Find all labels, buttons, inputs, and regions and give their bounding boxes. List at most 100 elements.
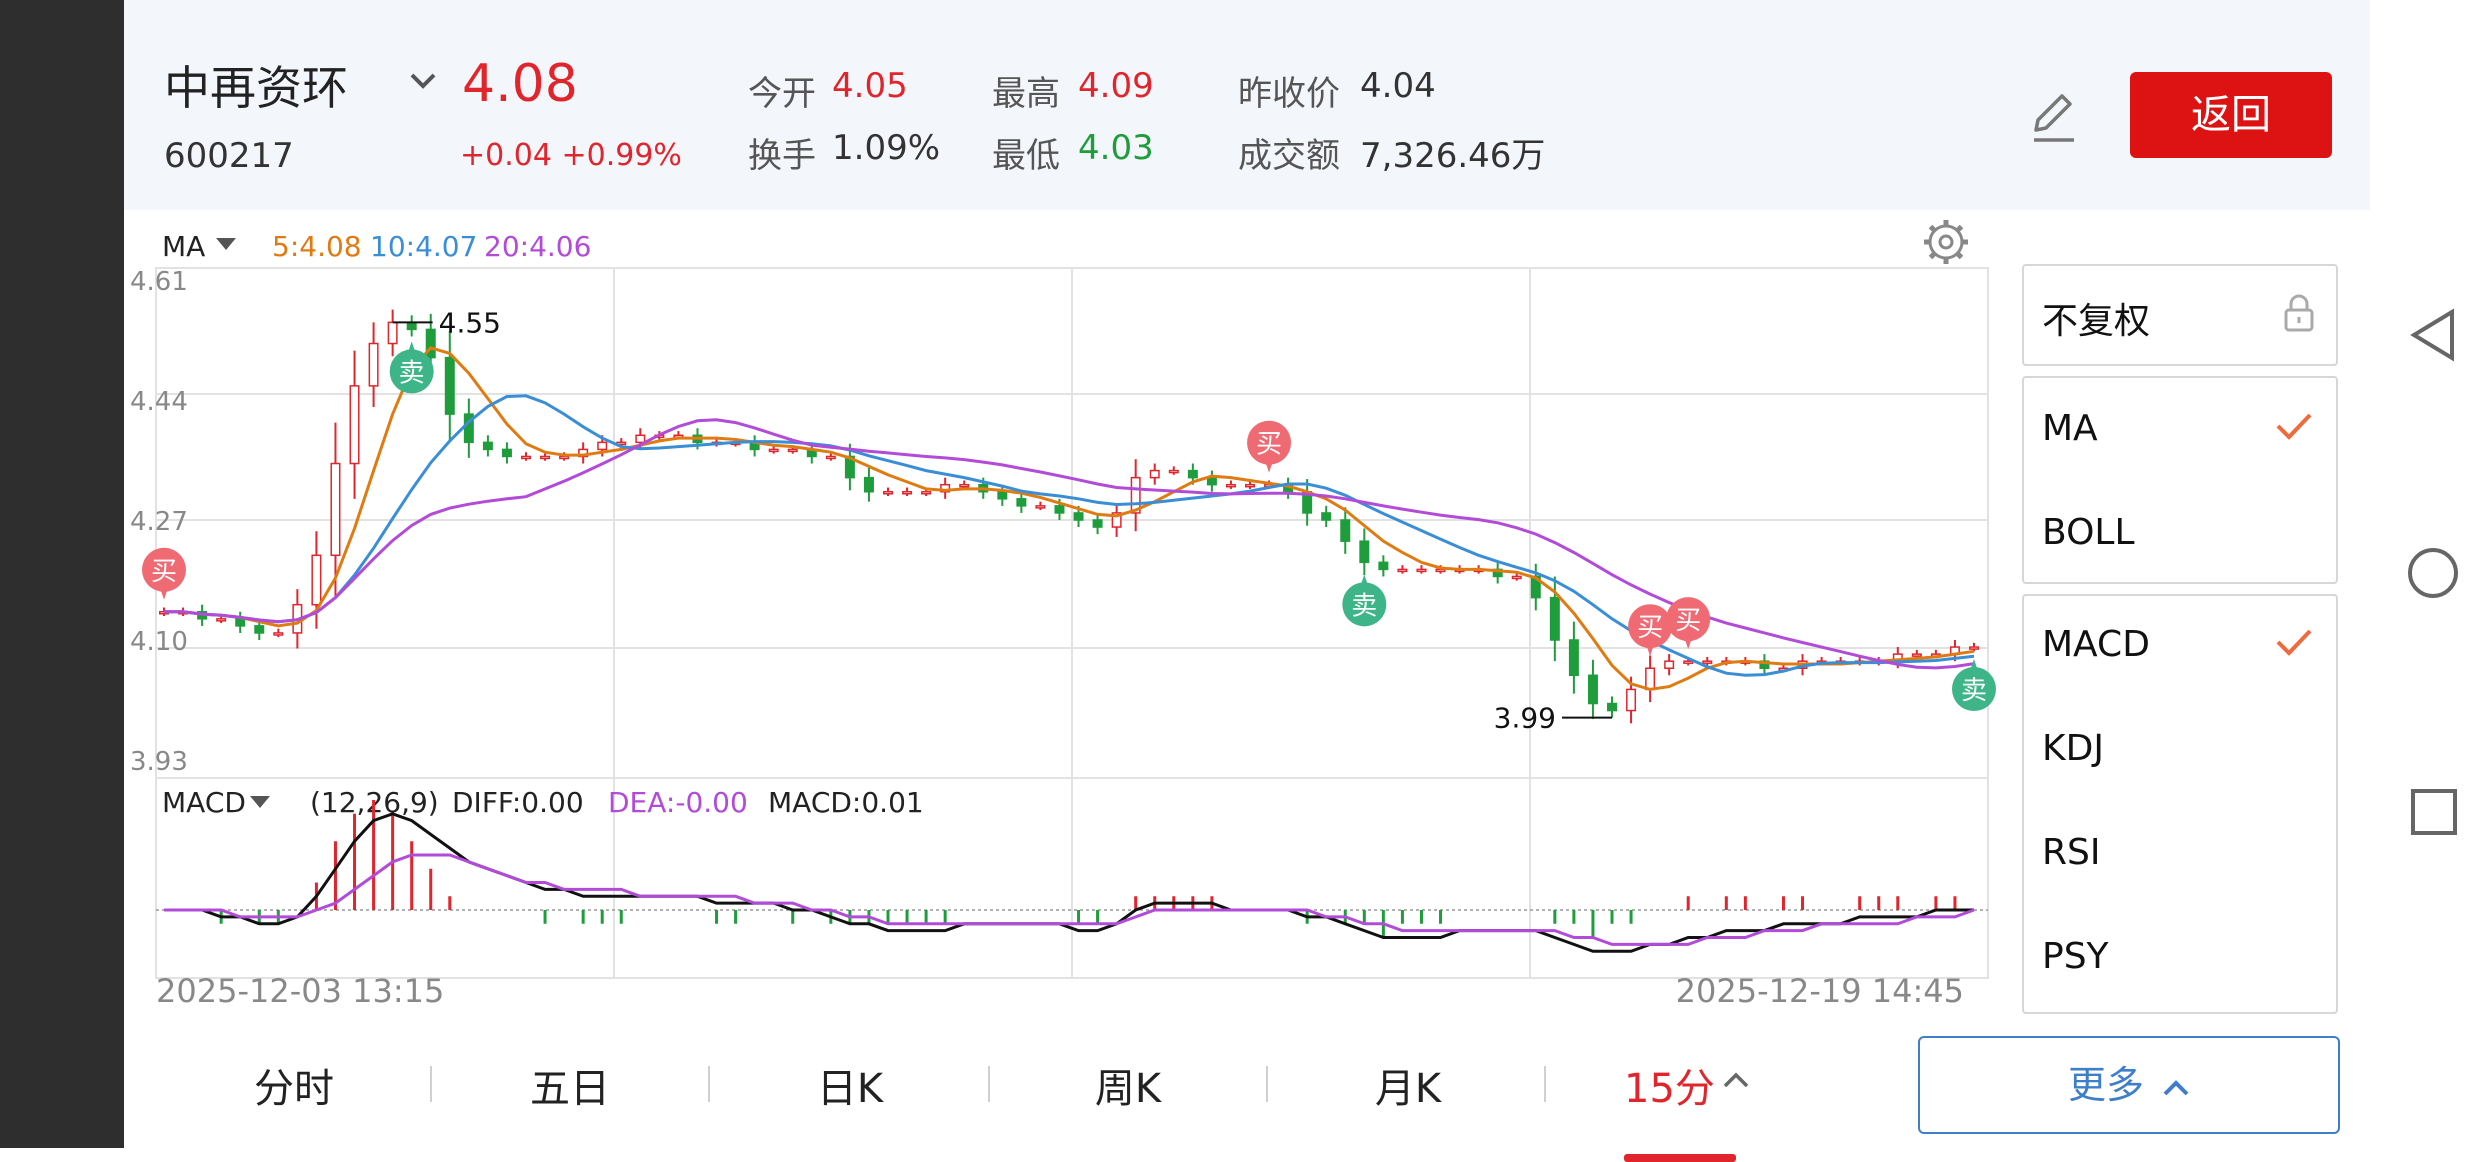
indicator-kdj[interactable]: KDJ (2042, 728, 2104, 769)
stock-name[interactable]: 中再资环 (164, 61, 348, 115)
marker-badge (1666, 597, 1711, 642)
candle-body (1073, 512, 1084, 521)
candle-body (1035, 505, 1046, 509)
indicator-macd[interactable]: MACD (2042, 624, 2150, 665)
candle-body (254, 625, 265, 634)
chart-grid (155, 267, 1989, 979)
ma10-line (164, 394, 1975, 677)
candle-body (425, 328, 436, 359)
candle-body (1111, 512, 1122, 528)
candle-body (235, 618, 246, 627)
marker-label: 买 (1675, 606, 1701, 636)
candle-body (349, 385, 360, 465)
candle-body (1225, 483, 1236, 488)
tab-divider (1544, 1066, 1546, 1102)
tab-monthly-k[interactable]: 月K (1374, 1066, 1442, 1112)
y-tick-label: 4.10 (130, 627, 188, 657)
fq-option[interactable]: 不复权 (2042, 301, 2151, 342)
buy-marker: 买 (142, 547, 186, 600)
candle-body (1321, 512, 1332, 521)
edit-icon[interactable] (2024, 86, 2084, 146)
candle-body (1511, 575, 1522, 580)
more-button[interactable]: 更多 (1918, 1036, 2340, 1134)
open-label: 今开 (748, 74, 816, 114)
back-triangle-icon[interactable] (2408, 308, 2458, 362)
y-tick-label: 4.27 (130, 507, 188, 537)
y-tick-label: 4.44 (130, 387, 188, 417)
prev-close-label: 昨收价 (1238, 74, 1340, 114)
marker-badge (389, 349, 434, 394)
high-annotation-label: 4.55 (439, 306, 501, 339)
candle-body (1416, 568, 1427, 573)
tab-five-day[interactable]: 五日 (530, 1066, 610, 1112)
macd-lines (164, 812, 1975, 953)
candle-body (1626, 688, 1637, 712)
candle-body (1149, 469, 1160, 479)
recents-square-icon[interactable] (2410, 788, 2458, 836)
candle-body (997, 491, 1008, 500)
candle-body (1130, 476, 1141, 514)
chevron-down-icon[interactable] (408, 70, 438, 92)
amount-label: 成交额 (1238, 136, 1340, 176)
price-change: +0.04 +0.99% (460, 138, 682, 173)
candle-body (1587, 674, 1598, 705)
y-axis-ticks: 4.61 4.44 4.27 4.10 3.93 (130, 267, 188, 777)
stock-code: 600217 (164, 136, 294, 176)
open-value: 4.05 (832, 66, 908, 106)
tab-weekly-k[interactable]: 周K (1094, 1066, 1162, 1112)
kline-chart[interactable]: MA 5:4.08 10:4.07 20:4.06 4.614.444.274.… (124, 210, 2004, 1010)
tab-intraday[interactable]: 分时 (254, 1066, 334, 1112)
candle-body (1092, 519, 1103, 528)
candle-body (883, 491, 893, 495)
main-indicator-panel: MA BOLL (2022, 376, 2338, 584)
indicator-boll[interactable]: BOLL (2042, 512, 2135, 553)
candle-body (768, 448, 779, 453)
candle-body (216, 618, 227, 622)
indicator-rsi[interactable]: RSI (2042, 832, 2101, 873)
prev-close-value: 4.04 (1360, 66, 1436, 106)
ma20-line (164, 418, 1975, 670)
candle-body (273, 632, 284, 636)
x-end-label: 2025-12-19 14:45 (1676, 972, 1964, 1010)
candle-body (635, 434, 646, 444)
candle-body (559, 455, 570, 460)
dea-label: DEA:-0.00 (608, 786, 748, 819)
indicator-psy[interactable]: PSY (2042, 936, 2109, 977)
home-circle-icon[interactable] (2406, 546, 2460, 600)
candle-body (368, 342, 379, 387)
current-price: 4.08 (462, 54, 578, 114)
quote-header: 中再资环 600217 4.08 +0.04 +0.99% 今开 4.05 换手… (124, 0, 2370, 210)
high-label: 最高 (992, 74, 1060, 114)
marker-label: 卖 (1351, 591, 1377, 621)
candle-body (540, 455, 551, 460)
candle-body (1359, 540, 1370, 564)
indicator-ma[interactable]: MA (2042, 408, 2098, 449)
return-button[interactable]: 返回 (2130, 72, 2332, 158)
settings-gear-icon[interactable] (1924, 220, 1968, 264)
diff-line (164, 812, 1974, 953)
buy-marker: 买 (1247, 420, 1292, 473)
high-value: 4.09 (1078, 66, 1154, 106)
macd-caret-down-icon[interactable] (250, 796, 270, 808)
macd-indicator-label[interactable]: MACD (162, 786, 246, 819)
candle-body (1168, 469, 1179, 474)
tab-15min[interactable]: 15分 (1624, 1056, 1784, 1162)
candle-body (463, 413, 474, 444)
candle-body (1683, 660, 1694, 664)
caret-down-icon[interactable] (216, 238, 236, 250)
ma10-label: 10:4.07 (370, 230, 477, 263)
tab-daily-k[interactable]: 日K (816, 1066, 884, 1112)
ma-indicator-label[interactable]: MA (162, 230, 205, 263)
y-tick-label: 4.61 (130, 267, 188, 297)
candle-body (1664, 660, 1675, 669)
x-start-label: 2025-12-03 13:15 (156, 972, 444, 1010)
sell-marker: 卖 (1952, 659, 1996, 712)
tab-divider (1266, 1066, 1268, 1102)
candle-body (1607, 702, 1617, 712)
price-annotations: 4.55 3.99 (392, 306, 1612, 735)
check-icon (2276, 629, 2312, 656)
dea-line (164, 853, 1975, 946)
active-tab-underline (1624, 1154, 1736, 1162)
marker-badge (1628, 604, 1673, 649)
